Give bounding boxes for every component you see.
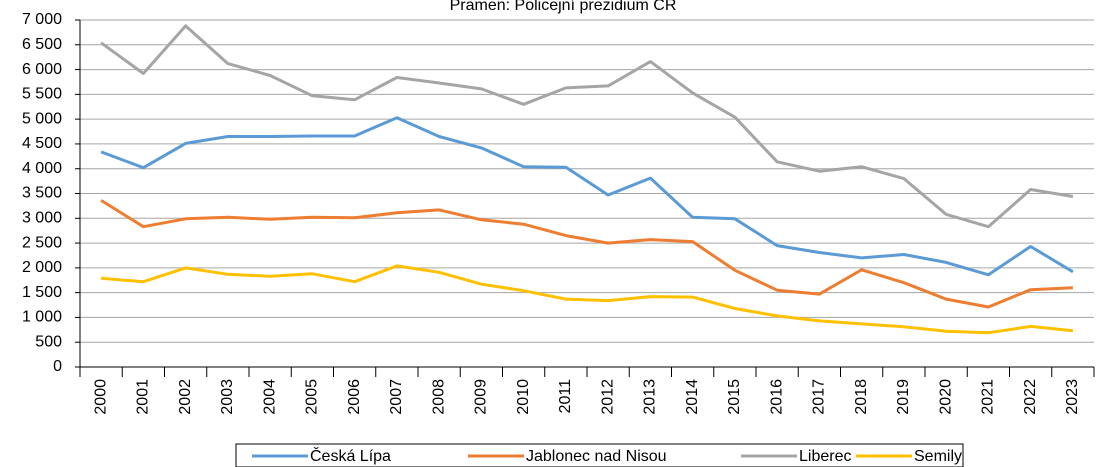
y-tick-label: 6 000	[22, 61, 62, 78]
series-line	[100, 24, 1074, 229]
x-tick-label: 2014	[684, 379, 701, 415]
x-tick-label: 2013	[642, 379, 659, 415]
x-tick-label: 2010	[515, 379, 532, 415]
legend-box	[235, 443, 964, 467]
y-tick-label: 2 500	[22, 234, 62, 251]
series-line	[100, 116, 1074, 277]
y-tick-label: 5 500	[22, 86, 62, 103]
x-tick-label: 2016	[768, 379, 785, 415]
x-tick-label: 2011	[557, 379, 574, 414]
x-tick-label: 2006	[346, 379, 363, 415]
y-tick-label: 2 000	[22, 259, 62, 276]
y-tick-label: 4 000	[22, 160, 62, 177]
y-tick-label: 3 000	[22, 210, 62, 227]
x-tick-label: 2015	[726, 379, 743, 415]
x-tick-label: 2023	[1064, 379, 1081, 415]
legend-label: Jablonec nad Nisou	[526, 448, 667, 465]
series-line	[100, 199, 1073, 309]
legend-label: Liberec	[799, 448, 851, 465]
y-tick-label: 7 000	[22, 11, 62, 28]
series-line	[100, 264, 1074, 335]
legend-label: Česká Lípa	[310, 446, 391, 465]
x-tick-label: 2018	[853, 379, 870, 415]
x-tick-label: 2009	[473, 379, 490, 415]
x-tick-label: 2022	[1022, 379, 1039, 415]
y-tick-label: 500	[35, 333, 62, 350]
x-tick-label: 2001	[135, 379, 152, 415]
x-tick-label: 2020	[937, 379, 954, 415]
x-tick-label: 2005	[304, 379, 321, 415]
y-tick-label: 0	[53, 358, 62, 375]
x-tick-label: 2000	[92, 379, 109, 415]
x-tick-label: 2008	[430, 379, 447, 415]
x-tick-label: 2004	[261, 379, 278, 415]
chart-title: Pramen: Policejní prezidium ČR	[450, 0, 677, 14]
y-tick-label: 1 500	[22, 284, 62, 301]
y-tick-label: 3 500	[22, 185, 62, 202]
legend-label: Semily	[914, 448, 962, 465]
x-tick-label: 2019	[895, 379, 912, 415]
y-tick-label: 1 000	[22, 309, 62, 326]
x-tick-label: 2002	[177, 379, 194, 415]
x-tick-label: 2012	[599, 379, 616, 415]
y-tick-label: 6 500	[22, 36, 62, 53]
y-tick-label: 5 000	[22, 110, 62, 127]
y-tick-label: 4 500	[22, 135, 62, 152]
x-tick-label: 2017	[811, 379, 828, 415]
x-tick-label: 2021	[980, 379, 997, 415]
x-tick-label: 2003	[219, 379, 236, 415]
x-tick-label: 2007	[388, 379, 405, 415]
